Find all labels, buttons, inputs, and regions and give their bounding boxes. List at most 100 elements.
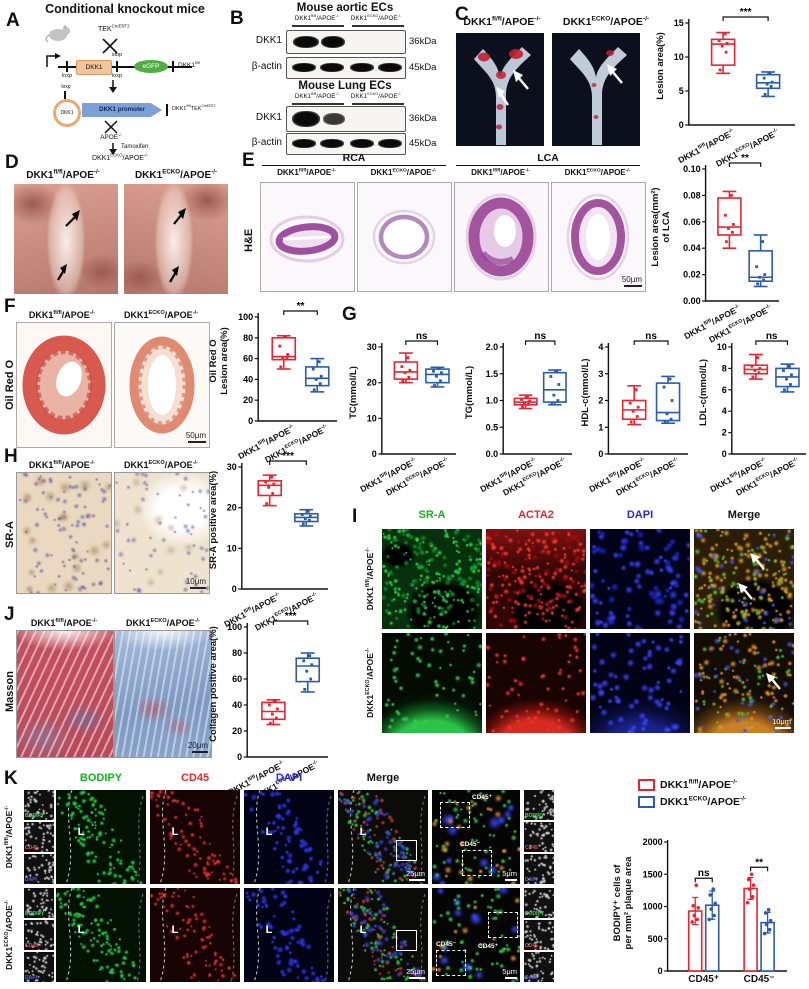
panel-f-letter: F [4, 296, 16, 317]
svg-text:ns: ns [645, 331, 657, 342]
svg-text:80: 80 [232, 648, 242, 658]
speckle-layer [24, 822, 25, 823]
blot-lane-label: DKK1fl/fl/APOE-/- [294, 12, 340, 22]
down-arrow-icon [109, 80, 117, 93]
blot-band [378, 63, 402, 72]
if-tile-merge-row1 [694, 529, 794, 629]
lumen-boundary [159, 790, 238, 884]
svg-text:0.06: 0.06 [683, 217, 701, 227]
masson-side-label: Masson [4, 671, 16, 712]
carotid-photo-flfl [14, 184, 118, 294]
blot-band [378, 139, 402, 148]
thumb-label: DAPI [25, 877, 37, 883]
row-genotype-label: DKK1fl/fl/APOE-/- [4, 805, 14, 869]
box-group [257, 474, 283, 507]
y-axis-label: Lesion area(mm²) of LCA [650, 187, 672, 267]
blot-lane-label: DKK1ECKO/APOE-/- [350, 90, 402, 100]
cd45-marker-box [440, 802, 470, 828]
aorta-shape [474, 47, 531, 145]
box-group [425, 366, 450, 388]
zoom-inset-row1: CD45⁺ CD45⁻ 5μm [432, 790, 520, 884]
y-axis-label: LDL-c(mmol/L) [698, 358, 709, 427]
blot-band [350, 63, 374, 72]
legend-swatch-blue [638, 795, 655, 808]
channel-thumb-cd45: CD45 [24, 920, 54, 950]
lumen-boundary [347, 888, 426, 982]
svg-text:15: 15 [674, 18, 684, 28]
speckle-layer [590, 529, 591, 530]
loxp-label: loxp [61, 84, 71, 90]
svg-text:1: 1 [598, 422, 603, 432]
sra-acta2-if-grid: SR-A ACTA2 DAPI Merge DKK1fl/fl/APOE-/- DKK1E… [335, 505, 809, 745]
svg-text:6: 6 [722, 385, 727, 395]
thumb-label: CD45 [25, 845, 38, 851]
lumen-boundary [253, 888, 332, 982]
thumb-label: DAPI [525, 877, 537, 883]
channel-thumb-bodipy: BODIPY [524, 888, 554, 918]
channel-header-sr-a: SR-A [418, 509, 446, 521]
lumen-label: L [171, 825, 179, 838]
g_hdl-plot-svg: 0 1 2 3 4 ns [598, 331, 688, 459]
thumb-label: BODIPY [25, 911, 45, 917]
lumen-boundary [253, 790, 332, 884]
he-side-label: H&E [243, 228, 255, 252]
channel-header-merge: Merge [366, 772, 400, 784]
svg-text:10: 10 [227, 543, 237, 553]
speckle-layer [24, 854, 25, 855]
aorta-shape [570, 47, 627, 145]
svg-text:2: 2 [722, 428, 727, 438]
speckle-layer [24, 920, 25, 921]
svg-text:ns: ns [416, 331, 428, 342]
svg-text:**: ** [755, 857, 763, 868]
sra-ihc-image-flfl [16, 472, 112, 594]
scale-bar: 5μm [502, 968, 517, 979]
mouse-icon [45, 25, 70, 43]
legend-swatch-red [638, 778, 655, 791]
cd45-marker-label: CD45⁻ [460, 841, 481, 848]
y-axis-label: HDL-c(mmol/L) [580, 358, 591, 427]
channel-header-cd45: CD45 [180, 772, 210, 784]
blot-band [292, 139, 316, 148]
cd45-marker-box [488, 912, 518, 938]
lumen-label: L [171, 923, 179, 936]
kda-label: 36kDa [409, 36, 437, 47]
dkk1-gene-box: DKK1 [76, 60, 112, 75]
speckle-layer [24, 790, 25, 791]
speckle-layer [432, 790, 433, 791]
lesion-area-boxplot: Lesion area(%) 0 5 10 15 *** DKK1fl/fl/APOE-/-… [655, 6, 796, 169]
lumen-label: L [77, 825, 85, 838]
aorta-image-ecko [552, 33, 640, 146]
box-group [393, 352, 419, 384]
he-lca-ecko: 50μm [551, 182, 646, 292]
svg-text:0: 0 [722, 449, 727, 459]
cd45-marker-box [462, 850, 492, 876]
loxp-site [116, 61, 118, 72]
svg-text:10: 10 [674, 52, 684, 62]
bar-plot-svg: 0 500 1000 1500 2000 ns ** [643, 837, 787, 976]
he-rca-ecko [357, 182, 452, 292]
vessel-ring [372, 209, 436, 265]
he-lca-flfl [454, 182, 549, 292]
speckle-layer [338, 888, 339, 889]
loxp-label: loxp [111, 73, 123, 79]
svg-text:0.5: 0.5 [486, 422, 499, 432]
box-group [743, 353, 769, 380]
thumb-label: DAPI [25, 975, 37, 981]
genotype-label: DKK1fl/fl/APOE-/- [26, 168, 100, 181]
y-axis-label: Lesion area(%) [655, 32, 666, 100]
blot-row-label: DKK1 [255, 35, 282, 46]
x-category-label: CD45⁺ [688, 974, 720, 985]
svg-text:4: 4 [722, 406, 727, 416]
panel-b-letter: B [230, 8, 244, 29]
svg-text:100: 100 [227, 622, 242, 632]
speckle-layer [382, 529, 383, 530]
svg-text:500: 500 [648, 934, 663, 944]
legend-entry: DKK1ECKO/APOE-/- [638, 793, 746, 810]
box-group [748, 234, 773, 288]
masson-image-flfl [16, 630, 114, 758]
svg-text:40: 40 [232, 700, 242, 710]
if-tile-dapi-row2: L [244, 888, 334, 982]
blot-lane-label: DKK1fl/fl/APOE-/- [294, 90, 340, 100]
arrow-icon [750, 553, 765, 570]
legend-label: DKK1fl/fl/APOE-/- [660, 778, 738, 791]
